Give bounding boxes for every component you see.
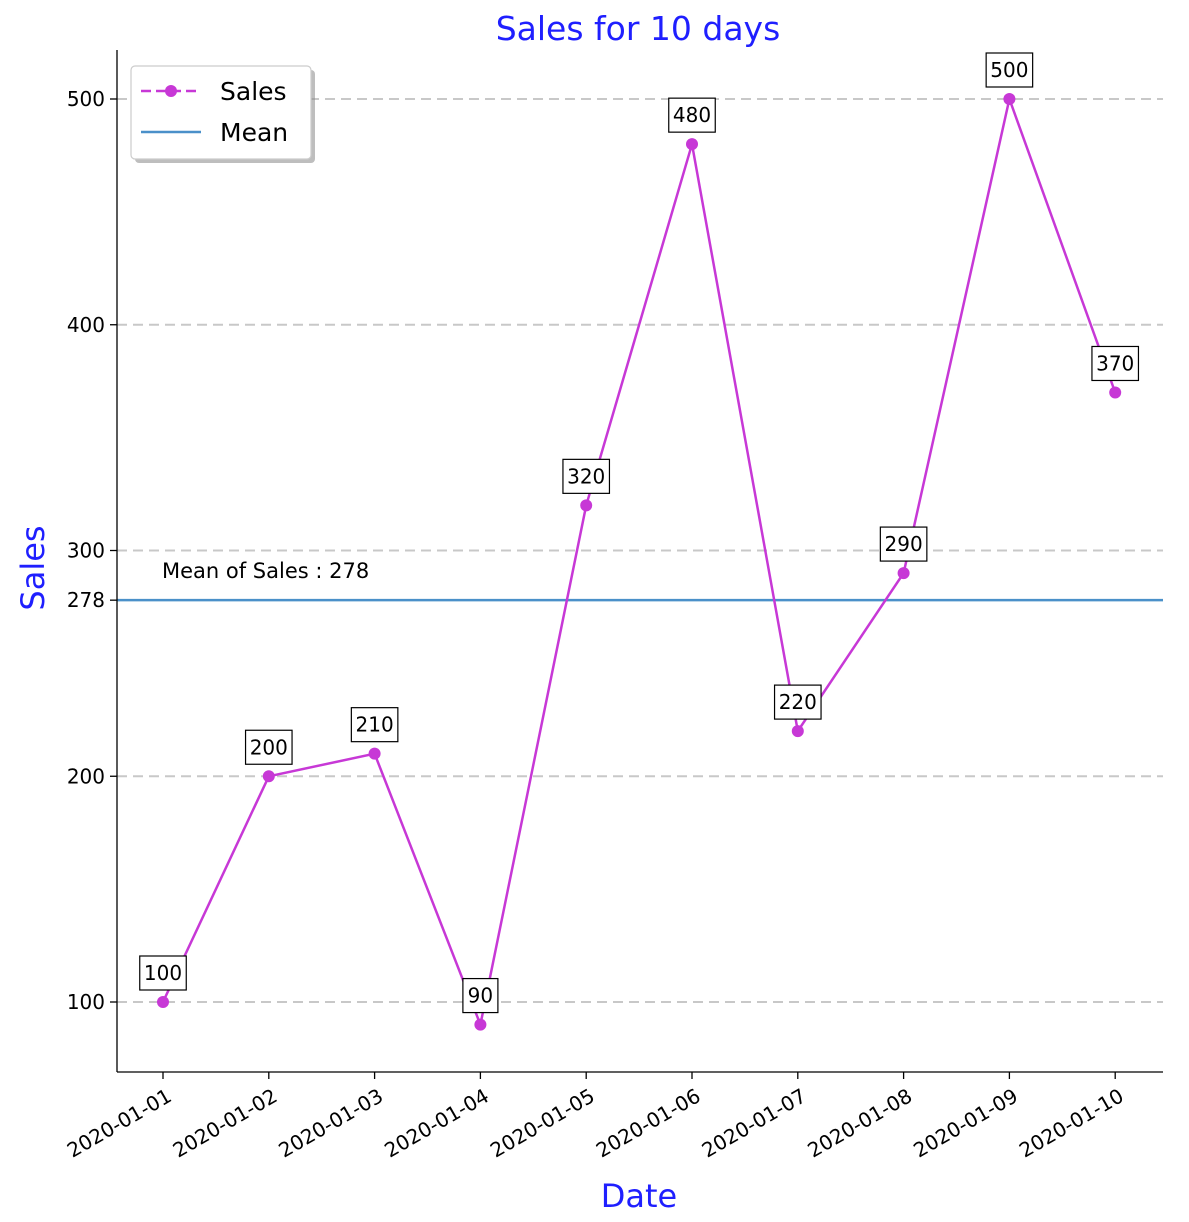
data-label-box xyxy=(879,526,928,562)
sales-point xyxy=(262,770,275,783)
grid-lines xyxy=(117,98,1163,1003)
y-tick-label: 278 xyxy=(67,588,105,612)
data-label: 100 xyxy=(139,955,187,991)
legend-mean-label: Mean xyxy=(220,118,288,147)
data-label-box xyxy=(350,707,399,743)
sales-line xyxy=(161,94,1117,1030)
chart-title: Sales for 10 days xyxy=(496,9,781,48)
x-tick-label: 2020-01-07 xyxy=(698,1084,811,1163)
sales-point xyxy=(157,996,169,1008)
sales-point xyxy=(368,747,381,760)
data-label-text: 200 xyxy=(250,735,288,759)
data-label-text: 210 xyxy=(356,713,394,737)
data-label-text: 220 xyxy=(779,690,817,714)
sales-point xyxy=(580,499,593,512)
y-ticks: 100 200 278 300 400 500 xyxy=(67,87,117,1014)
data-labels: 100 200 210 90 320 480 220 290 500 370 xyxy=(139,52,1140,1014)
sales-point xyxy=(1003,93,1016,105)
x-tick-label: 2020-01-10 xyxy=(1015,1084,1128,1163)
x-tick-label: 2020-01-05 xyxy=(486,1084,599,1163)
data-label-text: 370 xyxy=(1096,351,1134,375)
x-tick-label: 2020-01-01 xyxy=(63,1084,176,1163)
sales-point xyxy=(1109,386,1122,399)
x-tick-label: 2020-01-08 xyxy=(803,1084,916,1163)
data-label-text: 90 xyxy=(468,984,493,1008)
y-axis-label: Sales xyxy=(14,525,52,610)
y-tick-label: 100 xyxy=(67,990,105,1014)
data-label: 90 xyxy=(462,977,499,1014)
y-tick-label: 200 xyxy=(67,764,105,788)
data-label-text: 480 xyxy=(673,103,711,127)
data-label-box xyxy=(562,458,611,494)
y-tick-label: 500 xyxy=(67,87,105,111)
data-label-box xyxy=(462,977,499,1014)
data-label: 220 xyxy=(773,684,822,720)
legend-sales-marker xyxy=(165,85,177,97)
x-tick-label: 2020-01-06 xyxy=(592,1084,705,1163)
data-label-box xyxy=(668,97,716,133)
data-label: 370 xyxy=(1091,345,1140,382)
x-tick-label: 2020-01-02 xyxy=(169,1084,282,1163)
y-tick-label: 300 xyxy=(67,539,105,563)
axes xyxy=(116,50,1163,1073)
mean-layer: Mean of Sales : 278 xyxy=(117,559,1163,602)
data-label: 500 xyxy=(985,52,1034,88)
sales-series xyxy=(157,93,1122,1031)
data-label: 290 xyxy=(879,526,928,562)
mean-annotation: Mean of Sales : 278 xyxy=(162,559,369,583)
sales-point xyxy=(897,567,910,580)
x-tick-label: 2020-01-09 xyxy=(909,1084,1022,1163)
data-label-box xyxy=(1091,345,1140,382)
y-tick-label: 400 xyxy=(67,313,105,337)
data-label-text: 500 xyxy=(990,58,1028,82)
data-label: 480 xyxy=(668,97,716,133)
data-label-text: 290 xyxy=(885,532,923,556)
x-tick-label: 2020-01-04 xyxy=(380,1084,493,1163)
sales-point xyxy=(791,725,804,738)
data-label: 200 xyxy=(244,729,293,765)
data-label-box xyxy=(985,52,1034,88)
x-ticks: 2020-01-012020-01-022020-01-032020-01-04… xyxy=(63,1072,1128,1162)
sales-point xyxy=(686,138,698,151)
data-label-box xyxy=(139,955,187,991)
legend: Sales Mean xyxy=(130,65,315,163)
data-label-text: 100 xyxy=(144,961,182,985)
data-label-box xyxy=(244,729,293,765)
x-tick-label: 2020-01-03 xyxy=(274,1084,387,1163)
data-label-text: 320 xyxy=(567,464,605,488)
data-label-box xyxy=(773,684,822,720)
data-label: 210 xyxy=(350,707,399,743)
sales-point xyxy=(474,1018,487,1031)
legend-sales-label: Sales xyxy=(220,77,287,106)
data-label: 320 xyxy=(562,458,611,494)
x-axis-label: Date xyxy=(601,1177,677,1215)
